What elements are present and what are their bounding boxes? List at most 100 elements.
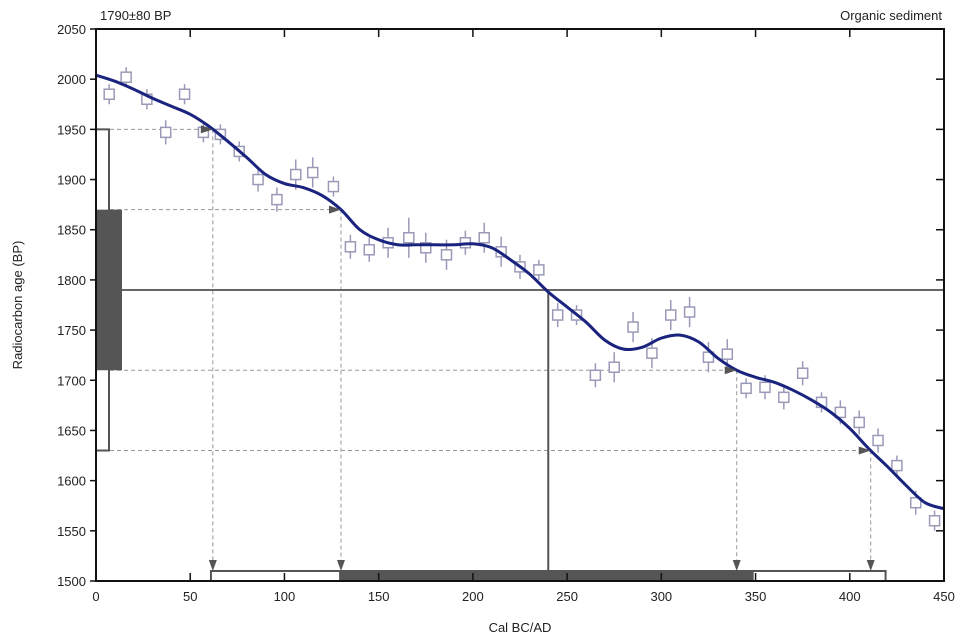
title-left: 1790±80 BP: [100, 8, 171, 23]
data-point-marker: [551, 309, 564, 321]
data-point-marker: [420, 242, 432, 254]
data-point: [363, 237, 375, 262]
data-point: [683, 296, 696, 328]
y-tick-label: 1750: [57, 323, 86, 338]
data-point: [103, 84, 115, 105]
data-point-marker: [306, 166, 319, 179]
data-point: [420, 232, 432, 263]
data-point: [853, 410, 865, 435]
data-point: [327, 176, 340, 197]
data-point-marker: [589, 369, 602, 382]
bars-layer: [95, 128, 887, 582]
x-tick-label: 100: [274, 589, 296, 604]
data-point-marker: [627, 321, 639, 333]
data-point-marker: [665, 309, 677, 321]
data-point-marker: [721, 348, 734, 360]
y-tick-label: 1500: [57, 574, 86, 589]
data-point-marker: [872, 434, 884, 447]
arrow-down: [732, 560, 741, 571]
data-point-marker: [252, 173, 264, 186]
data-point: [252, 167, 264, 192]
data-point-marker: [740, 382, 752, 395]
y-tick-label: 1900: [57, 173, 86, 188]
arrow-right: [858, 446, 871, 455]
data-point: [627, 312, 639, 343]
points-layer: [103, 67, 941, 531]
data-point: [778, 385, 790, 410]
x-tick-label: 400: [839, 589, 861, 604]
data-point: [891, 455, 903, 476]
data-point-marker: [103, 88, 115, 100]
data-point-marker: [120, 71, 132, 83]
data-point: [928, 510, 941, 531]
data-point-marker: [683, 306, 696, 318]
x-axis: 0 50 100 150 200 250 300 350 400 450: [92, 29, 955, 604]
y-tick-label: 2000: [57, 72, 86, 87]
data-point-marker: [834, 406, 847, 419]
data-point: [551, 302, 564, 328]
arrow-down: [208, 560, 217, 571]
data-point: [533, 259, 545, 280]
arrow-right: [328, 205, 341, 214]
data-point: [589, 363, 602, 388]
x-tick-label: 300: [650, 589, 672, 604]
data-point: [120, 67, 132, 88]
data-point-marker: [759, 381, 771, 394]
data-point: [872, 428, 884, 453]
data-point: [796, 361, 809, 386]
data-point: [478, 222, 490, 253]
curve-layer: [95, 73, 945, 511]
y-tick-label: 1650: [57, 423, 86, 438]
data-point-marker: [327, 180, 340, 193]
x-axis-title: Cal BC/AD: [489, 620, 552, 635]
data-point-marker: [646, 347, 658, 359]
data-point-marker: [159, 126, 172, 139]
data-point-marker: [403, 232, 415, 244]
data-point-marker: [891, 459, 903, 472]
data-point-marker: [909, 496, 922, 509]
data-point-marker: [796, 367, 809, 379]
data-point-marker: [608, 361, 620, 373]
y-tick-label: 1600: [57, 474, 86, 489]
calibrated-range-1sigma-bar: [339, 571, 754, 581]
title-right: Organic sediment: [840, 8, 942, 23]
guides-layer: [96, 128, 944, 581]
data-point: [178, 84, 191, 105]
arrows-layer: [200, 125, 875, 571]
y-tick-label: 1950: [57, 122, 86, 137]
arrow-down: [336, 560, 345, 571]
y-tick-label: 1850: [57, 223, 86, 238]
data-point-marker: [363, 244, 375, 256]
x-tick-label: 150: [368, 589, 390, 604]
data-point: [271, 187, 283, 212]
data-point: [344, 234, 357, 259]
data-point-marker: [853, 416, 865, 429]
data-point: [306, 157, 319, 188]
data-point-marker: [440, 249, 453, 261]
data-point: [403, 217, 415, 258]
data-point-marker: [290, 168, 302, 181]
x-tick-label: 0: [92, 589, 99, 604]
x-tick-label: 50: [183, 589, 197, 604]
y-tick-label: 2050: [57, 22, 86, 37]
data-point: [159, 120, 172, 145]
data-point-marker: [778, 391, 790, 404]
data-point-marker: [271, 193, 283, 206]
data-point: [665, 299, 677, 331]
y-axis-title: Radiocarbon age (BP): [10, 241, 25, 370]
sigma1-age-bar: [96, 209, 122, 371]
x-tick-label: 250: [556, 589, 578, 604]
data-point-marker: [533, 264, 545, 276]
arrow-down: [866, 560, 875, 571]
data-point: [608, 352, 620, 383]
x-tick-label: 450: [933, 589, 955, 604]
data-point: [740, 378, 752, 399]
x-tick-label: 200: [462, 589, 484, 604]
data-point-marker: [702, 351, 715, 363]
calibration-curve: [95, 73, 945, 511]
y-axis: 1500 1550 1600 1650 1700 1750 1800 1850 1900 1950…: [57, 22, 944, 589]
arrow-right: [200, 125, 213, 134]
plot-frame: [95, 28, 945, 582]
y-tick-label: 1800: [57, 273, 86, 288]
